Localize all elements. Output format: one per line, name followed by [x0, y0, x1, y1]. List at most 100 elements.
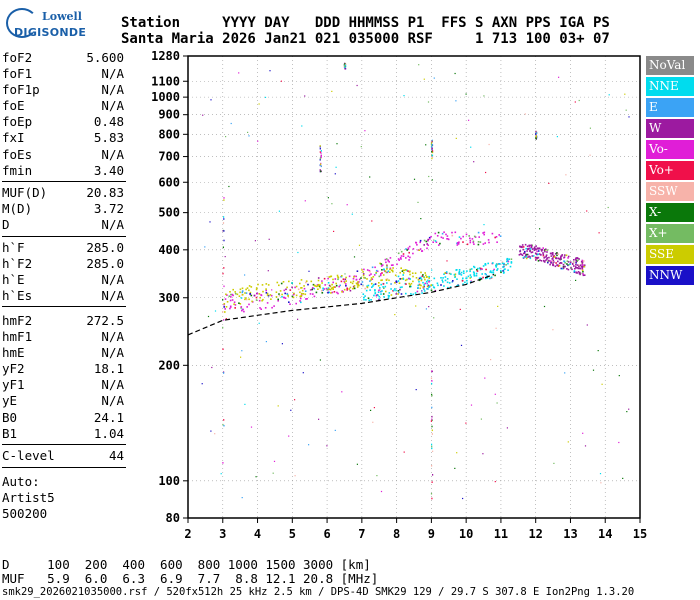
echo-point	[300, 301, 302, 304]
echo-point	[361, 269, 363, 271]
y-tick-label: 1100	[151, 74, 180, 88]
noise-point	[428, 175, 430, 178]
echo-point	[351, 282, 354, 285]
echo-point	[337, 292, 339, 295]
separator	[2, 181, 126, 182]
echo-point	[406, 249, 408, 251]
echo-point	[537, 260, 540, 262]
echo-point	[383, 296, 385, 298]
param-row-fof1p: foF1p N/A	[2, 82, 124, 98]
echo-point	[385, 258, 388, 260]
noise-point	[431, 269, 433, 271]
noise-point	[214, 433, 216, 435]
echo-point	[378, 289, 380, 292]
noise-point	[238, 72, 240, 74]
param-row-foes: foEs N/A	[2, 147, 124, 163]
echo-point	[341, 275, 343, 277]
echo-point	[224, 298, 227, 300]
echo-point	[299, 295, 301, 298]
echo-point	[226, 301, 229, 303]
noise-point	[578, 99, 580, 102]
noise-point	[224, 256, 226, 258]
streak-point	[430, 146, 433, 148]
echo-point	[581, 263, 584, 265]
echo-point	[526, 248, 529, 250]
echo-point	[408, 277, 410, 280]
noise-point	[294, 399, 296, 401]
echo-point	[374, 266, 376, 269]
echo-point	[399, 257, 402, 259]
echo-point	[233, 301, 236, 303]
echo-point	[507, 269, 509, 271]
param-label: D	[2, 217, 10, 233]
echo-point	[432, 241, 434, 243]
echo-point	[583, 264, 586, 266]
echo-point	[350, 281, 352, 284]
echo-point	[430, 289, 433, 292]
param-row-b0: B0 24.1	[2, 410, 124, 426]
param-row-hes: h`Es N/A	[2, 288, 124, 304]
echo-scatter	[201, 62, 630, 500]
streak-point	[431, 150, 433, 153]
echo-point	[503, 265, 505, 267]
noise-point	[257, 140, 259, 142]
params-group-virtual-heights: h`F 285.0 h`F2 285.0 h`E N/A h`Es N/A	[2, 240, 124, 304]
echo-point	[295, 294, 298, 297]
noise-point	[210, 99, 212, 101]
noise-point	[297, 251, 299, 254]
echo-point	[255, 288, 258, 291]
echo-point	[454, 276, 456, 278]
echo-point	[401, 278, 403, 280]
echo-point	[445, 271, 448, 273]
noise-point	[558, 76, 560, 78]
echo-point	[578, 272, 581, 275]
echo-point	[380, 293, 382, 295]
echo-point	[475, 274, 478, 277]
echo-point	[562, 263, 565, 266]
echo-point	[372, 276, 375, 278]
echo-point	[458, 270, 461, 273]
echo-point	[558, 262, 561, 265]
noise-point	[465, 93, 467, 95]
echo-point	[341, 291, 343, 293]
echo-point	[355, 278, 358, 281]
param-row-hf2: h`F2 285.0	[2, 256, 124, 272]
noise-point	[244, 403, 246, 405]
echo-point	[283, 289, 286, 292]
noise-point	[268, 238, 270, 240]
noise-point	[456, 452, 458, 454]
noise-point	[574, 101, 576, 103]
param-row-fof1: foF1 N/A	[2, 66, 124, 82]
echo-point	[365, 299, 367, 301]
echo-point	[544, 248, 547, 250]
echo-point	[567, 268, 570, 271]
streak-point	[431, 429, 433, 432]
echo-point	[494, 274, 496, 277]
echo-point	[383, 268, 385, 271]
digisonde-logo: Lowell DIGISONDE	[4, 6, 86, 42]
echo-point	[408, 282, 410, 285]
echo-point	[366, 286, 369, 288]
echo-point	[229, 291, 231, 293]
echo-point	[367, 284, 370, 287]
echo-point	[450, 273, 452, 275]
noise-point	[341, 391, 343, 393]
echo-point	[507, 260, 510, 263]
noise-point	[473, 161, 475, 163]
echo-point	[305, 298, 307, 300]
echo-point	[397, 275, 400, 278]
echo-point	[382, 286, 384, 288]
echo-point	[525, 253, 527, 256]
echo-point	[567, 261, 570, 263]
echo-point	[462, 270, 465, 272]
noise-point	[421, 290, 423, 292]
noise-point	[344, 273, 346, 275]
echo-point	[564, 265, 566, 268]
echo-point	[399, 271, 401, 274]
echo-point	[506, 260, 508, 263]
streak-point	[432, 474, 434, 476]
echo-point	[510, 261, 513, 263]
echo-point	[522, 246, 525, 248]
echo-point	[365, 289, 368, 292]
echo-point	[342, 278, 345, 280]
